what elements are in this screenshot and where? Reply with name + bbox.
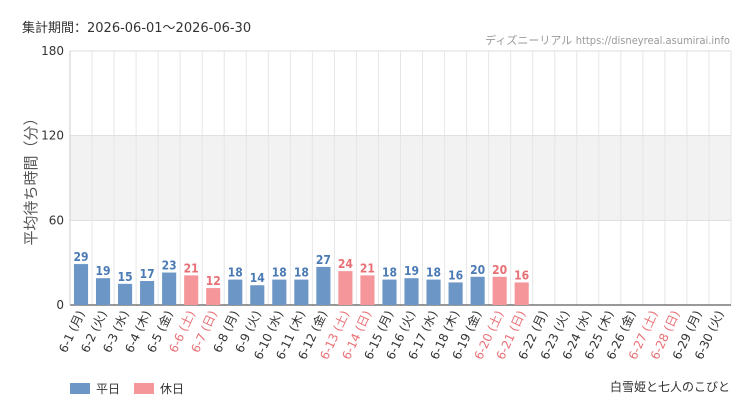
bar-value-label: 16 <box>448 268 463 282</box>
bar-value-label: 15 <box>118 270 133 284</box>
legend-item-weekday[interactable]: 平日 <box>70 380 120 397</box>
bar <box>448 282 463 305</box>
bar <box>360 275 375 305</box>
source-credit: ディズニーリアル https://disneyreal.asumirai.inf… <box>485 32 730 48</box>
bar <box>184 275 199 305</box>
bar-value-label: 18 <box>294 266 309 280</box>
bar <box>206 288 221 305</box>
legend: 平日 休日 <box>70 380 198 397</box>
bar <box>272 279 287 305</box>
y-axis-label: 平均待ち時間（分） <box>22 110 40 245</box>
bar <box>73 264 89 305</box>
bar-value-label: 24 <box>338 257 354 271</box>
bar <box>382 279 397 305</box>
y-tick-label: 120 <box>41 129 64 143</box>
y-tick-label: 60 <box>49 213 64 227</box>
bar <box>250 285 265 305</box>
legend-item-holiday[interactable]: 休日 <box>134 380 184 397</box>
bar-value-label: 29 <box>74 250 89 264</box>
bar <box>338 271 353 305</box>
source-name: ディズニーリアル <box>485 34 573 47</box>
legend-swatch-weekday <box>70 383 90 394</box>
bar-value-label: 18 <box>272 266 287 280</box>
bar <box>118 283 133 305</box>
y-tick-label: 0 <box>56 298 64 312</box>
bar-value-label: 27 <box>316 253 331 267</box>
legend-swatch-holiday <box>134 383 155 394</box>
bar-value-label: 18 <box>382 266 397 280</box>
bar <box>95 278 111 305</box>
bar <box>404 278 419 305</box>
bar-value-label: 21 <box>184 261 199 275</box>
bar-value-label: 19 <box>96 264 111 278</box>
bar <box>140 281 155 305</box>
bar-value-label: 16 <box>514 268 529 282</box>
bar-value-label: 12 <box>206 274 221 288</box>
bar <box>426 279 441 305</box>
bar-value-label: 18 <box>228 266 243 280</box>
bar-value-label: 23 <box>162 259 177 273</box>
y-tick-label: 180 <box>41 44 64 58</box>
period-label: 集計期間：2026-06-01〜2026-06-30 <box>22 21 252 36</box>
bar-value-label: 20 <box>492 263 507 277</box>
attraction-name: 白雪姫と七人のこびと <box>609 380 730 394</box>
source-url[interactable]: https://disneyreal.asumirai.info <box>575 34 730 47</box>
bar-value-label: 21 <box>360 261 375 275</box>
bar <box>492 276 507 305</box>
bar <box>228 279 243 305</box>
bar <box>514 282 529 305</box>
bar <box>162 272 177 305</box>
bar-value-label: 20 <box>470 263 485 277</box>
bar-value-label: 18 <box>426 266 441 280</box>
bar-value-label: 17 <box>140 267 155 281</box>
bar <box>470 276 485 305</box>
bar <box>294 279 309 305</box>
bar-value-label: 19 <box>404 264 419 278</box>
legend-label-holiday: 休日 <box>160 382 185 396</box>
legend-label-weekday: 平日 <box>96 382 121 396</box>
bar-value-label: 14 <box>250 271 266 285</box>
bar <box>316 266 331 305</box>
